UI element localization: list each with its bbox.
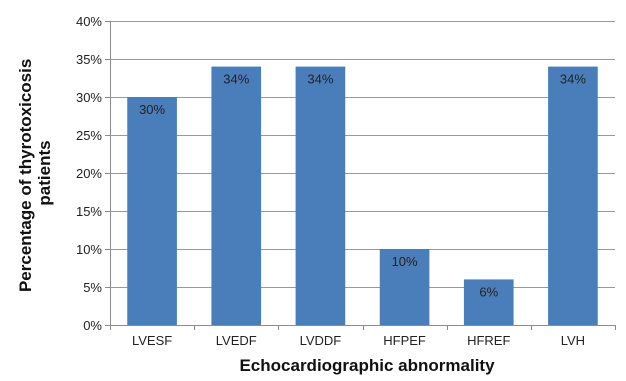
y-tick-label: 40%	[76, 14, 102, 29]
data-labels: 30% 34% 34% 10% 6% 34%	[139, 72, 586, 300]
y-tick-label: 25%	[76, 128, 102, 143]
data-label: 34%	[223, 72, 249, 87]
y-tick-label: 5%	[83, 280, 102, 295]
bar-lvh	[548, 66, 598, 325]
y-tick-labels: 0% 5% 10% 15% 20% 25% 30% 35% 40%	[76, 14, 102, 333]
y-tick-label: 0%	[83, 318, 102, 333]
x-tick-label: HFREF	[467, 333, 510, 348]
data-label: 30%	[139, 102, 165, 117]
axes	[110, 21, 615, 330]
bar-lvesf	[127, 97, 177, 325]
y-tick-label: 15%	[76, 204, 102, 219]
data-label: 6%	[479, 284, 498, 299]
gridlines	[105, 21, 616, 330]
y-axis-title-line-1: Percentage of thyrotoxicosis	[16, 59, 35, 292]
bars	[127, 66, 598, 325]
x-axis-title: Echocardiographic abnormality	[239, 356, 495, 375]
data-label: 34%	[560, 72, 586, 87]
data-label: 10%	[392, 254, 418, 269]
bar-lvddf	[295, 66, 346, 325]
bar-hfref	[463, 279, 514, 325]
y-tick-label: 10%	[76, 242, 102, 257]
y-tick-label: 35%	[76, 52, 102, 67]
bar-hfpef	[379, 249, 430, 325]
x-tick-label: LVEDF	[216, 333, 257, 348]
x-tick-labels: LVESF LVEDF LVDDF HFPEF HFREF LVH	[132, 333, 585, 348]
x-tick-label: LVH	[561, 333, 585, 348]
y-axis-title: Percentage of thyrotoxicosis patients	[16, 54, 54, 292]
bar-lvedf	[211, 66, 262, 325]
data-label: 34%	[307, 72, 333, 87]
y-tick-label: 20%	[76, 166, 102, 181]
x-tick-label: LVDDF	[300, 333, 342, 348]
x-tick-label: LVESF	[132, 333, 172, 348]
y-axis-title-line-2: patients	[35, 140, 54, 205]
x-tick-label: HFPEF	[383, 333, 426, 348]
y-tick-label: 30%	[76, 90, 102, 105]
